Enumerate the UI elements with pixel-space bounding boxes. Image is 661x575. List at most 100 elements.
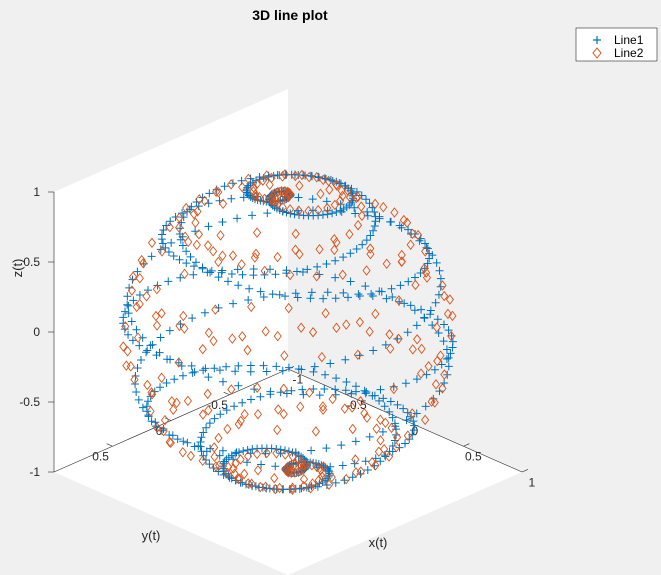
data-point-plus (143, 346, 152, 355)
data-point-plus (293, 293, 302, 302)
data-point-diamond (323, 202, 332, 214)
data-point-plus (234, 361, 243, 370)
data-point-diamond (147, 237, 157, 249)
data-point-diamond (147, 387, 156, 398)
data-point-diamond (316, 188, 325, 200)
data-point-plus (347, 184, 356, 193)
data-point-diamond (223, 423, 232, 435)
data-point-diamond (397, 249, 406, 261)
data-point-diamond (403, 430, 412, 441)
data-point-diamond (385, 451, 394, 462)
data-point-plus (423, 244, 432, 253)
data-point-diamond (397, 256, 406, 267)
data-point-diamond (159, 425, 168, 437)
data-point-plus (271, 270, 280, 279)
data-point-plus (326, 462, 335, 471)
data-point-plus (382, 294, 391, 303)
data-point-diamond (332, 179, 341, 190)
legend-label-line1: Line1 (614, 33, 644, 47)
data-point-diamond (345, 229, 354, 240)
data-point-diamond (408, 344, 417, 355)
data-point-diamond (299, 459, 308, 471)
data-point-plus (417, 305, 426, 314)
data-point-diamond (366, 243, 375, 254)
data-point-diamond (291, 228, 300, 240)
data-point-plus (147, 252, 156, 261)
y-tick-label: -0.5 (207, 398, 228, 412)
data-point-plus (162, 221, 171, 230)
data-point-plus (246, 361, 255, 370)
data-point-diamond (374, 446, 383, 457)
data-point-plus (178, 371, 187, 380)
data-point-diamond (192, 239, 201, 251)
data-point-diamond (182, 202, 191, 214)
data-point-diamond (236, 454, 245, 465)
data-point-diamond (214, 432, 223, 444)
data-point-plus (388, 293, 397, 302)
data-point-diamond (198, 409, 208, 420)
data-point-diamond (194, 229, 203, 240)
data-point-diamond (448, 310, 457, 322)
data-point-diamond (261, 481, 270, 492)
data-point-plus (187, 361, 196, 370)
data-point-plus (210, 414, 219, 423)
data-point-diamond (251, 248, 261, 259)
data-point-plus (227, 451, 236, 460)
data-point-plus (290, 210, 299, 219)
data-point-plus (404, 225, 413, 234)
data-point-plus (138, 403, 147, 412)
data-point-diamond (204, 405, 213, 416)
data-point-diamond (317, 351, 326, 363)
data-point-diamond (211, 461, 220, 472)
data-point-plus (169, 252, 178, 261)
data-point-diamond (135, 272, 144, 284)
data-point-diamond (135, 298, 144, 310)
data-point-plus (158, 239, 167, 248)
data-point-plus (369, 346, 378, 355)
data-point-plus (123, 300, 132, 309)
data-point-diamond (186, 450, 195, 462)
data-point-plus (420, 313, 429, 322)
data-point-plus (227, 269, 236, 278)
data-point-plus (128, 275, 137, 284)
data-point-diamond (304, 205, 313, 217)
data-point-plus (200, 308, 209, 317)
data-point-diamond (279, 408, 288, 420)
data-point-plus (205, 189, 214, 198)
data-point-plus (309, 367, 318, 376)
data-point-diamond (231, 458, 240, 469)
data-point-diamond (121, 321, 130, 332)
data-point-diamond (287, 467, 296, 479)
data-point-diamond (212, 186, 221, 198)
data-point-plus (199, 451, 208, 460)
data-point-plus (206, 444, 215, 453)
data-point-diamond (157, 372, 166, 384)
data-point-diamond (371, 308, 380, 320)
data-point-plus (365, 432, 374, 441)
data-point-plus (368, 292, 377, 301)
data-point-plus (425, 254, 434, 263)
x-tick-label: 1 (529, 475, 536, 489)
data-point-plus (142, 402, 151, 411)
data-point-plus (156, 333, 165, 342)
data-point-plus (406, 301, 415, 310)
x-tick-label: 0 (412, 424, 419, 438)
data-point-diamond (146, 406, 155, 417)
data-point-diamond (169, 404, 178, 416)
data-point-plus (233, 214, 242, 223)
data-point-diamond (252, 178, 261, 190)
data-point-plus (322, 444, 331, 453)
data-point-plus (361, 195, 370, 204)
data-point-plus (245, 284, 254, 293)
data-point-plus (388, 413, 397, 422)
data-point-plus (402, 416, 411, 425)
data-point-plus (259, 293, 268, 301)
data-point-plus (338, 461, 347, 470)
data-point-plus (351, 209, 360, 218)
data-point-plus (164, 248, 173, 257)
data-point-diamond (380, 443, 389, 455)
data-point-diamond (314, 475, 323, 486)
data-point-plus (346, 249, 355, 258)
data-point-plus (331, 385, 340, 394)
data-point-diamond (119, 341, 128, 352)
